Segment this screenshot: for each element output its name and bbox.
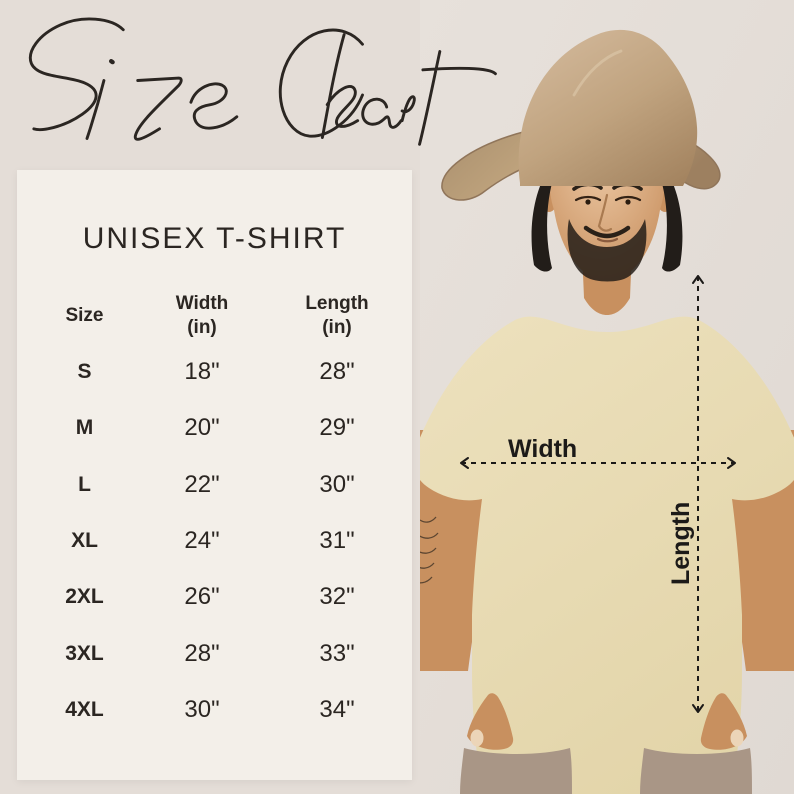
svg-text:Length: Length	[667, 502, 695, 585]
svg-text:Width: Width	[508, 435, 577, 463]
